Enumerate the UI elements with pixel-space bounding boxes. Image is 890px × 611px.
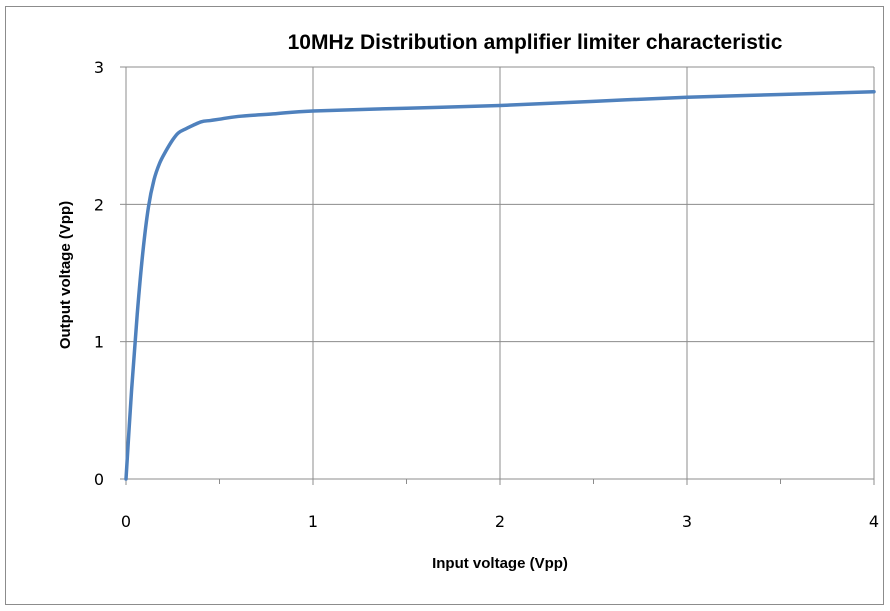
- y-tick-label: 2: [94, 195, 104, 214]
- y-tick-labels: 0 1 2 3: [94, 58, 104, 489]
- x-tick-label: 3: [682, 512, 692, 531]
- series-line: [124, 89, 876, 481]
- y-axis-label: Output voltage (Vpp): [57, 201, 74, 349]
- x-tick-labels: 0 1 2 3 4: [121, 512, 879, 531]
- chart-title: 10MHz Distribution amplifier limiter cha…: [288, 31, 783, 54]
- axes: [120, 66, 875, 485]
- x-tick-label: 2: [495, 512, 505, 531]
- series-group: [124, 89, 876, 481]
- y-tick-label: 0: [94, 470, 104, 489]
- x-axis-label: Input voltage (Vpp): [432, 555, 568, 572]
- x-tick-label: 4: [869, 512, 879, 531]
- x-tick-label: 0: [121, 512, 131, 531]
- y-tick-label: 3: [94, 58, 104, 77]
- y-tick-label: 1: [94, 333, 104, 352]
- x-tick-label: 1: [308, 512, 318, 531]
- chart-border: [5, 6, 884, 605]
- gridlines: [126, 66, 875, 479]
